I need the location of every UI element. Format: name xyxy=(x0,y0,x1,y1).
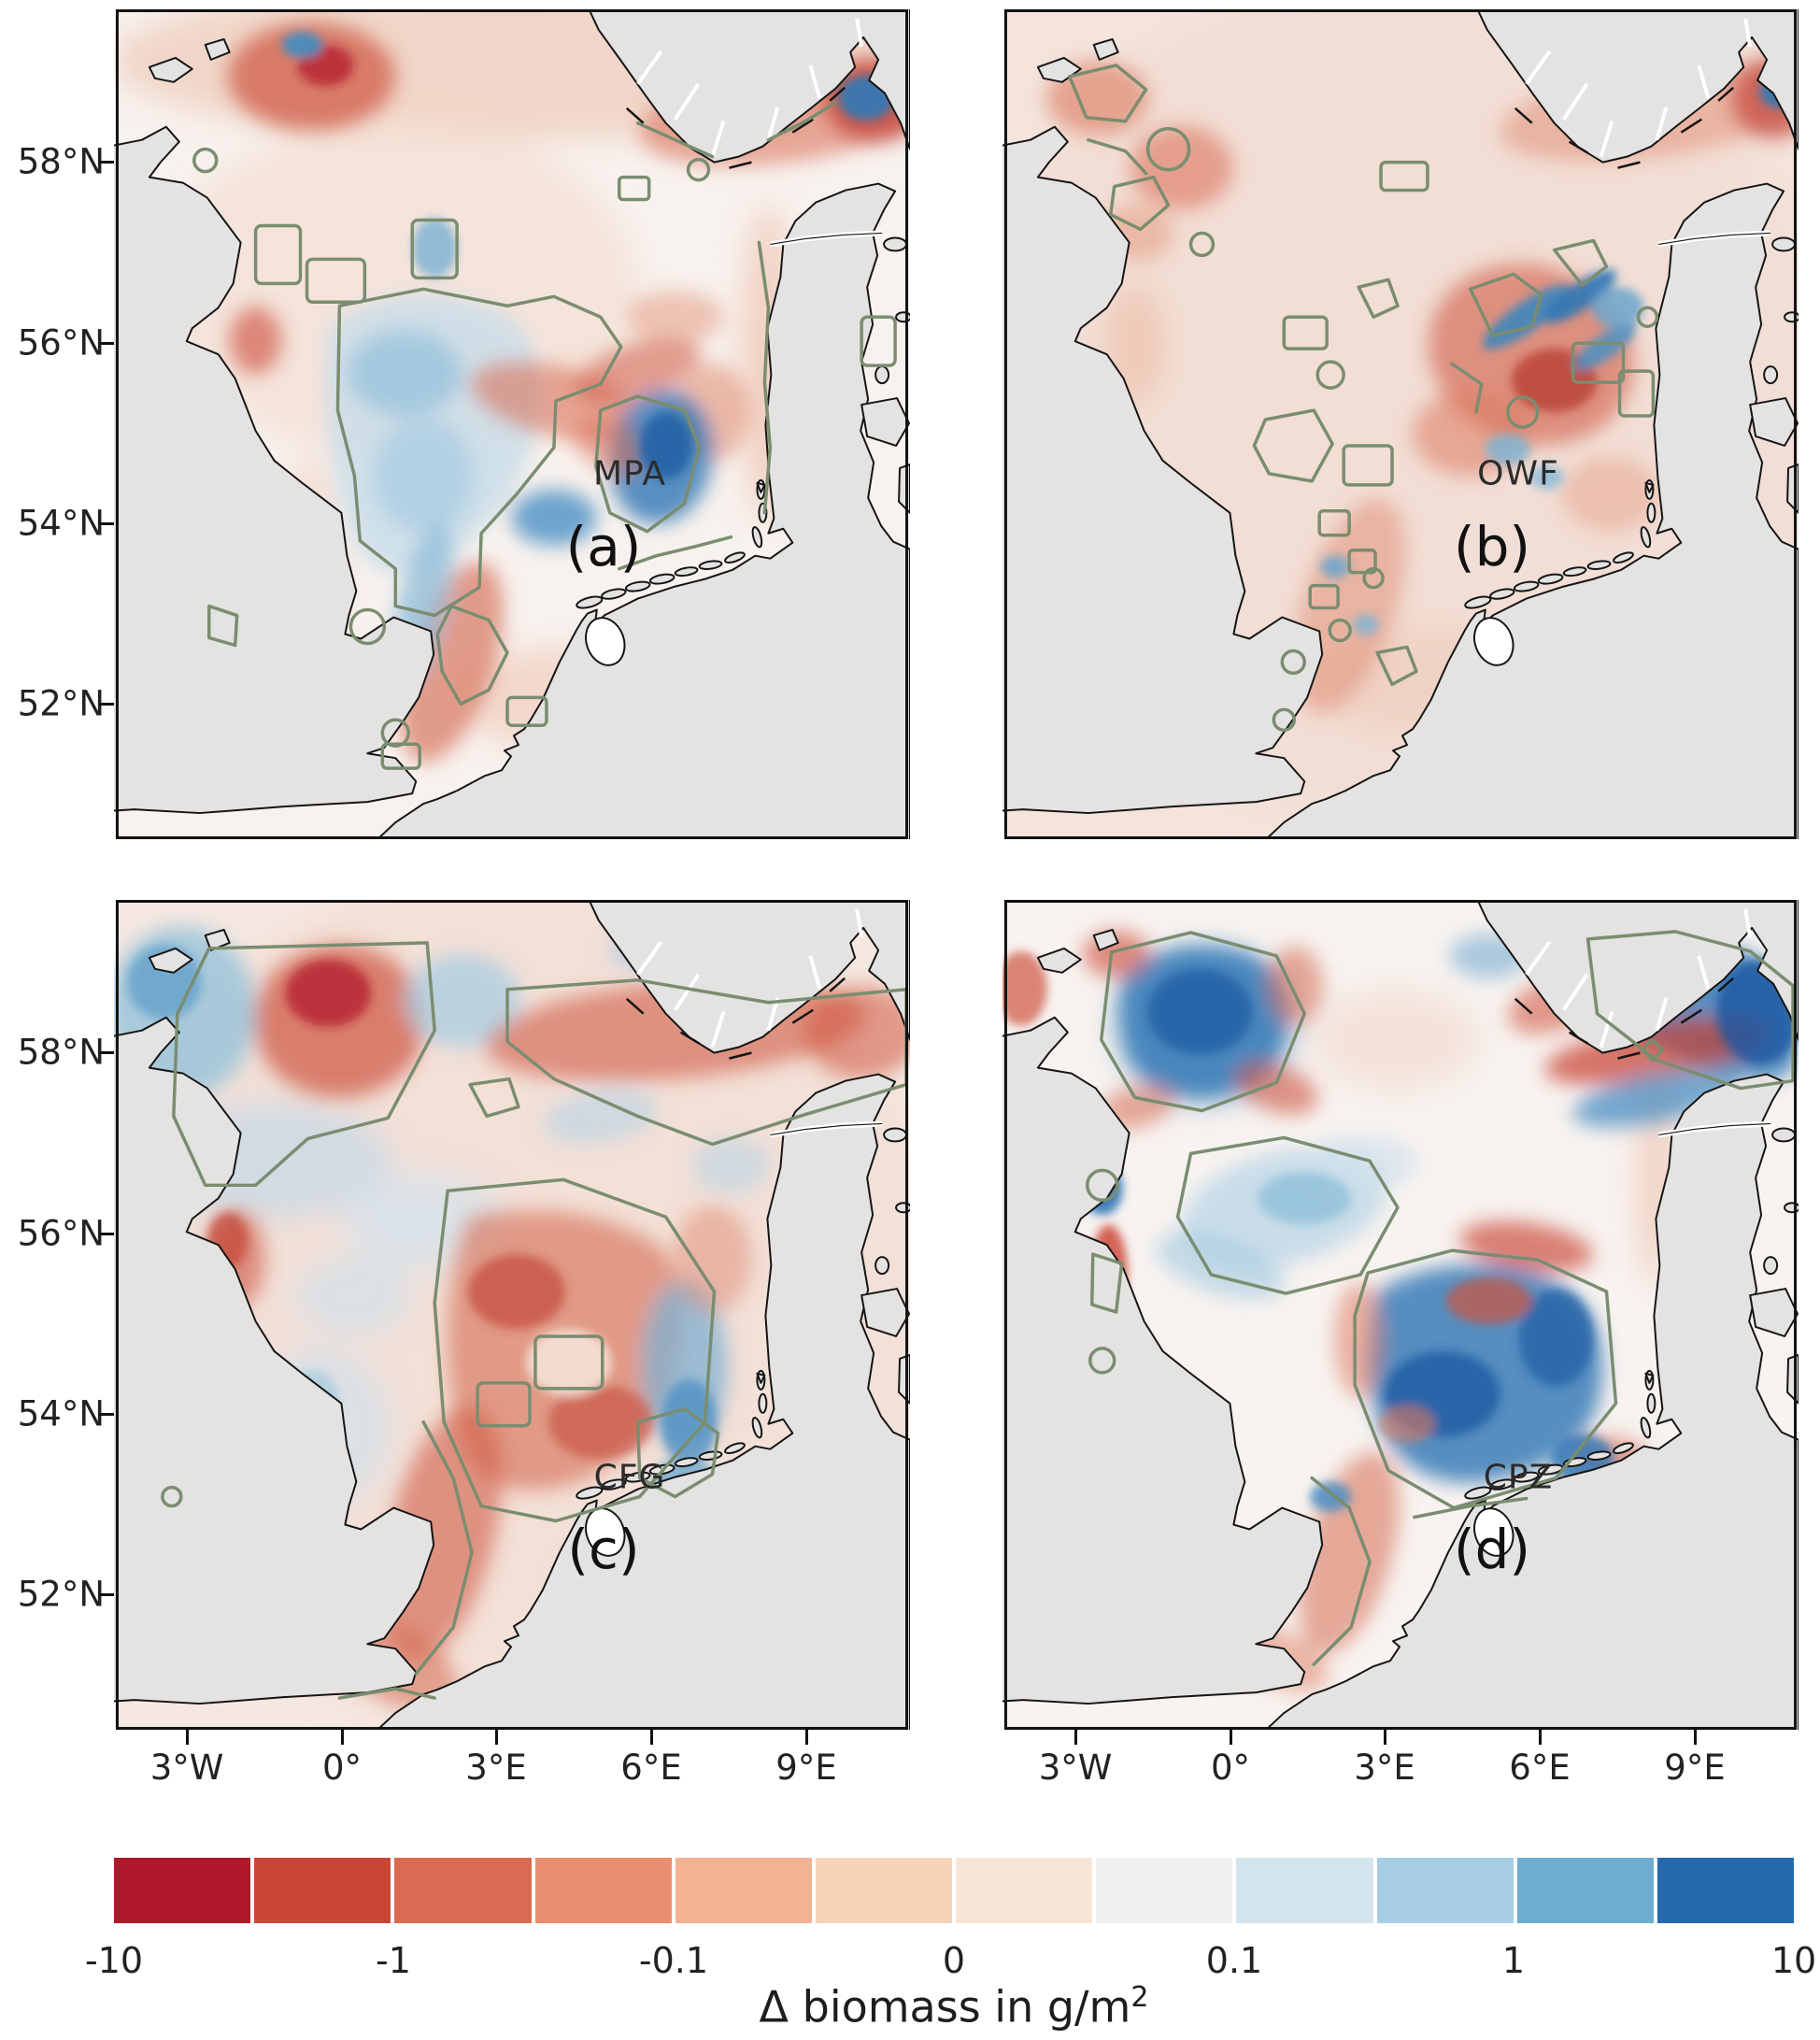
colorbar-segment xyxy=(114,1858,251,1923)
colorbar-tick-label: -10 xyxy=(84,1940,144,1981)
lon-tick-label: 9°E xyxy=(775,1748,837,1788)
colorbar-segment xyxy=(1096,1858,1233,1923)
lon-tick-label: 9°E xyxy=(1664,1748,1726,1788)
map-svg-d xyxy=(1002,900,1799,1730)
region-label-a: MPA xyxy=(592,454,667,493)
map-panel-c: CFG (c) xyxy=(114,900,910,1730)
colorbar-segment xyxy=(534,1858,672,1923)
panel-tag-c: (c) xyxy=(567,1518,640,1581)
lon-tick-label: 3°E xyxy=(465,1748,527,1788)
lat-tick-label: 56°N xyxy=(17,322,105,364)
management-area-outlines xyxy=(161,941,908,1700)
colorbar-tick-label: 0.1 xyxy=(1205,1940,1263,1981)
map-svg-c xyxy=(114,900,910,1730)
panel-tag-a: (a) xyxy=(565,515,642,578)
panel-frame xyxy=(1003,900,1798,1730)
region-label-d: CPZ xyxy=(1483,1458,1554,1497)
panel-frame xyxy=(115,900,909,1730)
lat-tick-label: 52°N xyxy=(17,1574,105,1615)
colorbar-tick-label: -0.1 xyxy=(638,1940,709,1981)
colorbar-title-exponent: 2 xyxy=(1130,1981,1149,2014)
colorbar-tick-label: -1 xyxy=(376,1940,411,1981)
lat-tick-label: 54°N xyxy=(17,503,105,544)
colorbar-tick-label: 1 xyxy=(1501,1940,1526,1981)
lon-tick-label: 3°E xyxy=(1354,1748,1415,1788)
colorbar-segment xyxy=(394,1858,532,1923)
map-svg-b xyxy=(1002,9,1799,839)
lon-tick-label: 0° xyxy=(321,1748,363,1788)
panel-tag-d: (d) xyxy=(1453,1518,1531,1581)
map-panel-b: OWF (b) xyxy=(1002,9,1799,839)
lon-tick-label: 6°E xyxy=(1509,1748,1571,1788)
lat-tick-label: 54°N xyxy=(17,1393,105,1434)
colorbar-segment xyxy=(956,1858,1093,1923)
region-label-c: CFG xyxy=(593,1458,666,1497)
colorbar-segment xyxy=(1516,1858,1654,1923)
colorbar-title-text: Δ biomass in g/m xyxy=(759,1981,1131,2033)
region-label-b: OWF xyxy=(1477,454,1559,493)
map-panel-d: CPZ (d) xyxy=(1002,900,1799,1730)
panel-frame xyxy=(115,9,909,839)
management-area-outlines xyxy=(1068,64,1659,733)
colorbar-segment xyxy=(1656,1858,1795,1923)
colorbar-title: Δ biomass in g/m2 xyxy=(760,1981,1149,2032)
colorbar-segment xyxy=(675,1858,812,1923)
colorbar-segment xyxy=(815,1858,953,1923)
lat-tick-label: 52°N xyxy=(17,683,105,724)
panel-tag-b: (b) xyxy=(1453,515,1531,578)
lat-tick-label: 58°N xyxy=(17,141,105,182)
map-panel-a: MPA (a) xyxy=(114,9,910,839)
colorbar-segment xyxy=(254,1858,391,1923)
colorbar-blocks xyxy=(114,1858,1795,1923)
colorbar-segment xyxy=(1236,1858,1373,1923)
panel-frame xyxy=(1003,9,1798,839)
map-svg-a xyxy=(114,9,910,839)
lon-tick-label: 0° xyxy=(1210,1748,1251,1788)
lon-tick-label: 3°W xyxy=(149,1748,224,1788)
lon-tick-label: 3°W xyxy=(1038,1748,1113,1788)
lon-tick-label: 6°E xyxy=(620,1748,682,1788)
management-area-outlines xyxy=(1086,930,1795,1666)
lat-tick-label: 56°N xyxy=(17,1213,105,1254)
colorbar-segment xyxy=(1376,1858,1514,1923)
colorbar-tick-label: 0 xyxy=(942,1940,966,1981)
management-area-outlines xyxy=(192,101,897,770)
lat-tick-label: 58°N xyxy=(17,1032,105,1073)
colorbar-tick-label: 10 xyxy=(1770,1940,1817,1981)
